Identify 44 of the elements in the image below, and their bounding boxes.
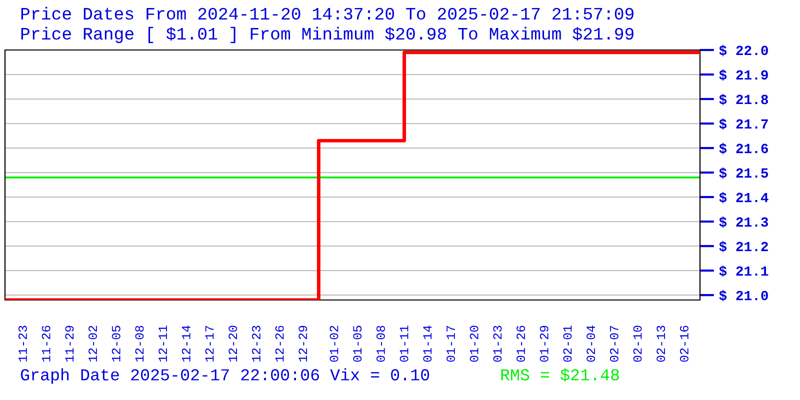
x-tick-label: 01-05	[353, 326, 362, 362]
x-tick-label: 01-26	[516, 326, 526, 362]
x-tick-label: 12-11	[158, 326, 167, 362]
x-tick-label: 12-29	[298, 326, 308, 362]
x-tick-label: 02-04	[586, 326, 596, 362]
x-tick-label: 02-07	[610, 326, 618, 362]
y-tick-label: $ 21.4	[719, 192, 768, 204]
x-tick-label: 11-26	[42, 326, 50, 362]
x-tick-label: 02-16	[680, 326, 688, 362]
x-tick-label: 02-01	[563, 326, 572, 362]
x-tick-label: 12-14	[182, 326, 190, 362]
x-tick-label: 01-29	[540, 326, 548, 362]
x-tick-label: 12-20	[228, 326, 238, 362]
y-tick-label: $ 22.0	[719, 44, 768, 56]
y-tick-label: $ 21.9	[719, 69, 768, 81]
x-tick-label: 12-08	[135, 326, 144, 362]
y-tick-label: $ 21.6	[719, 142, 768, 154]
y-tick-label: $ 21.5	[719, 167, 768, 179]
x-tick-label: 02-13	[656, 326, 666, 362]
x-tick-label: 11-23	[18, 326, 27, 362]
x-tick-label: 01-08	[376, 326, 385, 362]
x-tick-label: 01-23	[493, 326, 502, 362]
x-tick-label: 12-23	[252, 326, 260, 362]
x-tick-label: 12-02	[88, 326, 98, 362]
text: Graph Date 2025-02-17 22:00:06 Vix = 0.10	[20, 368, 430, 384]
ref-line-label: RMS = $21.48	[501, 368, 619, 382]
x-tick-label: 01-11	[400, 326, 408, 362]
y-tick-label: $ 21.0	[719, 290, 768, 302]
x-tick-label: 01-02	[330, 326, 338, 362]
x-tick-label: 01-17	[446, 326, 455, 362]
y-tick-label: $ 21.7	[719, 118, 768, 130]
chart-subtitle: Price Range [ $1.01 ] From Minimum $20.98 To Maximum $21.99	[21, 26, 634, 44]
chart-title: Price Dates From 2024-11-20 14:37:20 To 2025-02-17 21:57:09	[21, 6, 634, 20]
y-tick-label: $ 21.8	[719, 94, 768, 106]
y-tick-label: $ 21.1	[719, 265, 768, 277]
x-tick-label: 01-20	[470, 326, 478, 362]
x-tick-label: 02-10	[633, 326, 642, 362]
x-tick-label: 12-05	[112, 326, 120, 362]
y-tick-label: $ 21.2	[719, 240, 768, 252]
x-tick-label: 12-26	[275, 326, 284, 362]
x-tick-label: 11-29	[65, 326, 74, 362]
x-tick-label: 01-14	[423, 326, 432, 362]
y-tick-label: $ 21.3	[719, 216, 768, 228]
x-tick-label: 12-17	[205, 326, 214, 362]
